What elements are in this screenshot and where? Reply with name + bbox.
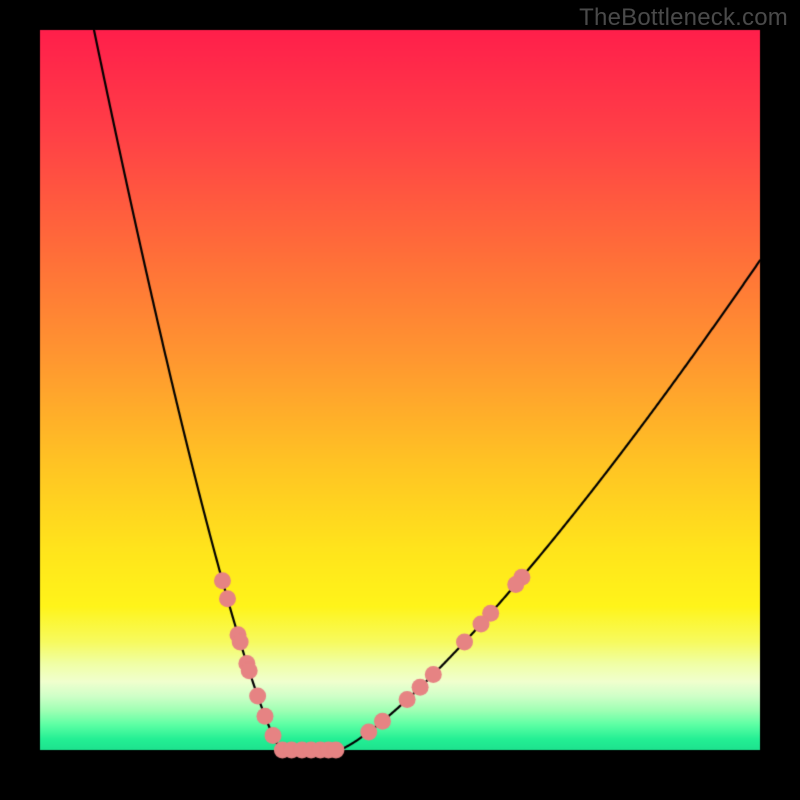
watermark-text: TheBottleneck.com — [579, 4, 788, 32]
chart-curve-layer — [0, 0, 800, 800]
chart-container: { "watermark": "TheBottleneck.com", "can… — [0, 0, 800, 800]
